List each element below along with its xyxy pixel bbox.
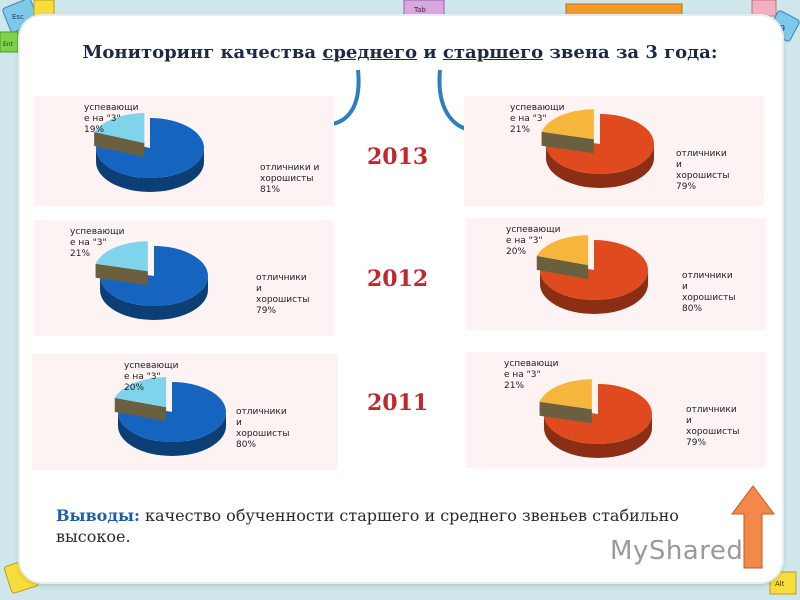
watermark-logo: MyShared [610,536,744,566]
big-slice-label: отличники и хорошисты 80% [682,271,735,314]
pie-chart: успевающи е на "3" 21% отличники и хорошисты 7… [510,103,729,192]
title-middle-word: среднего [322,42,418,63]
small-slice-label: успевающи е на "3" 20% [124,361,179,393]
pie-slice-small [536,235,589,266]
chart-panel: успевающи е на "3" 21% отличники и хорошисты 7… [464,96,764,206]
pie-slice-main [540,240,648,300]
year-label-2011: 2011 [367,390,429,416]
pie-chart: успевающи е на "3" 21% отличники и хорошисты 7… [70,227,309,320]
small-slice-label: успевающи е на "3" 21% [504,359,559,391]
pie-slice-small [95,241,148,272]
year-label-2013: 2013 [367,144,429,170]
conclusion: Выводы: качество обученности старшего и … [56,505,726,547]
chart-panel: успевающи е на "3" 20% отличники и хорошисты 8… [32,354,338,470]
small-slice-label: успевающи е на "3" 19% [84,103,139,135]
conclusion-lead: Выводы: [56,506,140,525]
pie-slice-small-side [541,131,594,154]
pie-slice-main [546,114,654,174]
small-slice-label: успевающи е на "3" 21% [70,227,125,259]
pie-slice-small-side [94,131,145,158]
pie-slice-side [544,414,652,458]
alt-key: Alt [775,580,785,588]
chart-panel: успевающи е на "3" 19% отличники и хорошисты… [34,96,334,206]
big-slice-label: отличники и хорошисты 79% [676,149,729,192]
pie-slice-main [544,384,652,444]
big-slice-label: отличники и хорошисты 81% [260,163,320,195]
pie-slice-main [96,118,204,178]
small-slice-label: успевающи е на "3" 20% [506,225,561,257]
pie-slice-small-side [539,401,592,424]
pie-slice-small-side [114,397,167,422]
pie-slice-small [114,377,167,408]
chart-panel: успевающи е на "3" 21% отличники и хорошисты 7… [34,220,334,336]
pie-slice-small-side [95,263,148,286]
pie-chart: успевающи е на "3" 20% отличники и хорошисты 8… [506,225,735,314]
small-slice-label: успевающи е на "3" 21% [510,103,565,135]
page-title: Мониторинг качества среднего и старшего … [82,42,718,63]
chart-panel: успевающи е на "3" 21% отличники и хорошисты 7… [466,352,766,468]
pie-slice-side [118,412,226,456]
pie-slice-side [546,144,654,188]
pie-chart: успевающи е на "3" 21% отличники и хорошисты 7… [504,359,739,458]
nine-key: 9 [780,24,785,33]
pie-slice-small [539,379,592,410]
pie-slice-small-side [536,255,589,280]
pie-slice-side [540,270,648,314]
pie-slice-main [118,382,227,442]
chart-panel: успевающи е на "3" 20% отличники и хорошисты 8… [466,218,766,330]
title-senior-word: старшего [442,42,544,63]
pie-chart: успевающи е на "3" 20% отличники и хорошисты 8… [114,361,289,456]
big-slice-label: отличники и хорошисты 79% [686,405,739,448]
year-label-2012: 2012 [367,266,429,292]
pie-slice-small [541,109,594,140]
pie-slice-small [94,113,145,144]
esc-key: Esc [12,13,24,21]
conclusion-text: качество обученности старшего и среднего… [56,506,679,546]
pie-chart: успевающи е на "3" 19% отличники и хорошисты… [84,103,320,195]
pie-slice-side [100,276,208,320]
big-slice-label: отличники и хорошисты 80% [236,407,289,450]
tab-key: Tab [413,6,426,14]
ent-key: Ent [3,41,14,48]
pie-slice-side [96,148,204,192]
orange-arrow-icon [731,485,775,569]
pie-slice-main [100,246,208,306]
big-slice-label: отличники и хорошисты 79% [256,273,309,316]
